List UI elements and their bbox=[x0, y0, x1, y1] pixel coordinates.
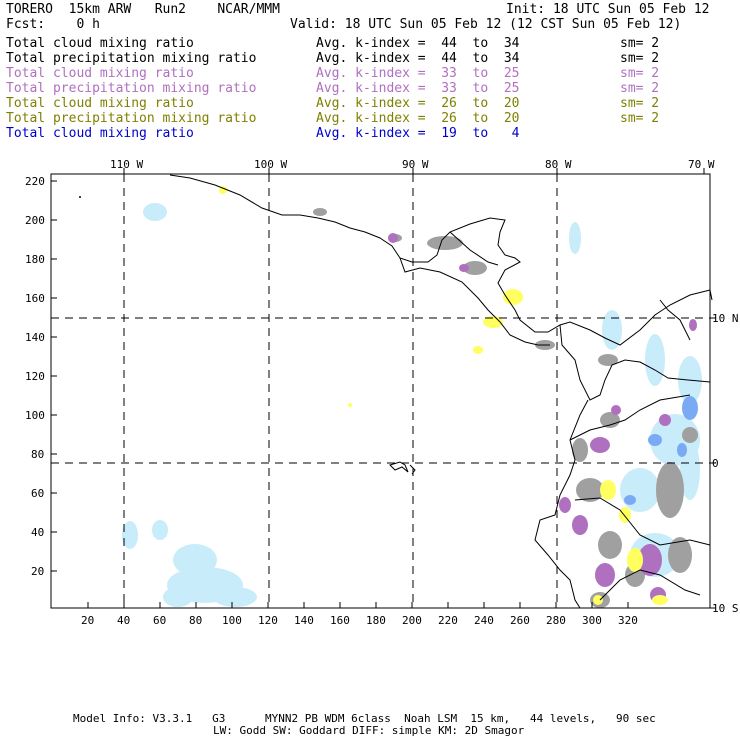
y-tick-label: 60 bbox=[31, 487, 45, 500]
legend-sm: sm= 2 bbox=[620, 96, 660, 111]
legend-name: Total cloud mixing ratio bbox=[6, 66, 194, 81]
legend-kindex: Avg. k-index = 44 to 34 bbox=[316, 36, 520, 51]
light-blue-field bbox=[122, 203, 702, 607]
lon-label: 110 W bbox=[110, 158, 144, 171]
y-tick-label: 200 bbox=[25, 214, 45, 227]
legend-kindex: Avg. k-index = 33 to 25 bbox=[316, 66, 520, 81]
legend-kindex: Avg. k-index = 26 to 20 bbox=[316, 96, 520, 111]
legend-name: Total cloud mixing ratio bbox=[6, 96, 194, 111]
lat-label: 10 S bbox=[712, 602, 739, 615]
plot-frame bbox=[50, 173, 711, 609]
y-tick-label: 160 bbox=[25, 292, 45, 305]
x-tick-label: 260 bbox=[510, 614, 530, 627]
lon-label: 100 W bbox=[254, 158, 288, 171]
legend-name: Total cloud mixing ratio bbox=[6, 126, 194, 141]
x-tick-label: 60 bbox=[153, 614, 167, 627]
lon-label: 90 W bbox=[402, 158, 429, 171]
y-tick-label: 40 bbox=[31, 526, 45, 539]
y-tick-label: 100 bbox=[25, 409, 45, 422]
coastlines bbox=[169, 174, 713, 609]
physics-info: LW: Godd SW: Goddard DIFF: simple KM: 2D… bbox=[213, 724, 525, 737]
x-tick-label: 300 bbox=[582, 614, 602, 627]
legend-sm: sm= 2 bbox=[620, 66, 660, 81]
y-tick-label: 20 bbox=[31, 565, 45, 578]
legend-kindex: Avg. k-index = 19 to 4 bbox=[316, 126, 520, 141]
legend-name: Total precipitation mixing ratio bbox=[6, 51, 257, 66]
legend-kindex: Avg. k-index = 44 to 34 bbox=[316, 51, 520, 66]
x-tick-label: 220 bbox=[438, 614, 458, 627]
y-tick-label: 140 bbox=[25, 331, 45, 344]
x-tick-label: 140 bbox=[294, 614, 314, 627]
x-tick-label: 280 bbox=[546, 614, 566, 627]
x-tick-label: 180 bbox=[366, 614, 386, 627]
y-tick-label: 80 bbox=[31, 448, 45, 461]
tick-marks bbox=[51, 168, 716, 609]
legend-name: Total precipitation mixing ratio bbox=[6, 81, 257, 96]
legend-sm: sm= 2 bbox=[620, 111, 660, 126]
legend-name: Total cloud mixing ratio bbox=[6, 36, 194, 51]
legend-sm: sm= 2 bbox=[620, 36, 660, 51]
lon-label: 70 W bbox=[688, 158, 715, 171]
purple-field bbox=[388, 233, 697, 603]
x-tick-label: 100 bbox=[222, 614, 242, 627]
legend-sm: sm= 2 bbox=[620, 51, 660, 66]
model-title: TORERO 15km ARW Run2 NCAR/MMM bbox=[6, 2, 280, 17]
x-tick-label: 240 bbox=[474, 614, 494, 627]
model-info: Model Info: V3.3.1 G3 MYNN2 PB WDM 6clas… bbox=[73, 712, 656, 725]
forecast-hour: Fcst: 0 h bbox=[6, 17, 100, 32]
x-tick-label: 200 bbox=[402, 614, 422, 627]
valid-time: Valid: 18 UTC Sun 05 Feb 12 (12 CST Sun … bbox=[290, 17, 682, 32]
lat-lon-grid bbox=[51, 174, 710, 608]
lat-label: 0 bbox=[712, 457, 719, 470]
lon-label: 80 W bbox=[545, 158, 572, 171]
lat-label: 10 N bbox=[712, 312, 739, 325]
y-tick-label: 180 bbox=[25, 253, 45, 266]
legend-sm: sm= 2 bbox=[620, 81, 660, 96]
moisture-fields bbox=[122, 186, 702, 608]
legend-name: Total precipitation mixing ratio bbox=[6, 111, 257, 126]
x-tick-label: 20 bbox=[81, 614, 95, 627]
y-tick-label: 120 bbox=[25, 370, 45, 383]
gray-field bbox=[313, 208, 698, 608]
x-tick-label: 80 bbox=[189, 614, 203, 627]
legend-kindex: Avg. k-index = 33 to 25 bbox=[316, 81, 520, 96]
x-tick-label: 120 bbox=[258, 614, 278, 627]
yellow-field bbox=[219, 186, 668, 605]
blue-field bbox=[624, 396, 698, 505]
legend-kindex: Avg. k-index = 26 to 20 bbox=[316, 111, 520, 126]
x-tick-label: 160 bbox=[330, 614, 350, 627]
y-tick-label: 220 bbox=[25, 175, 45, 188]
init-time: Init: 18 UTC Sun 05 Feb 12 bbox=[506, 2, 710, 17]
x-tick-label: 320 bbox=[618, 614, 638, 627]
x-tick-label: 40 bbox=[117, 614, 131, 627]
